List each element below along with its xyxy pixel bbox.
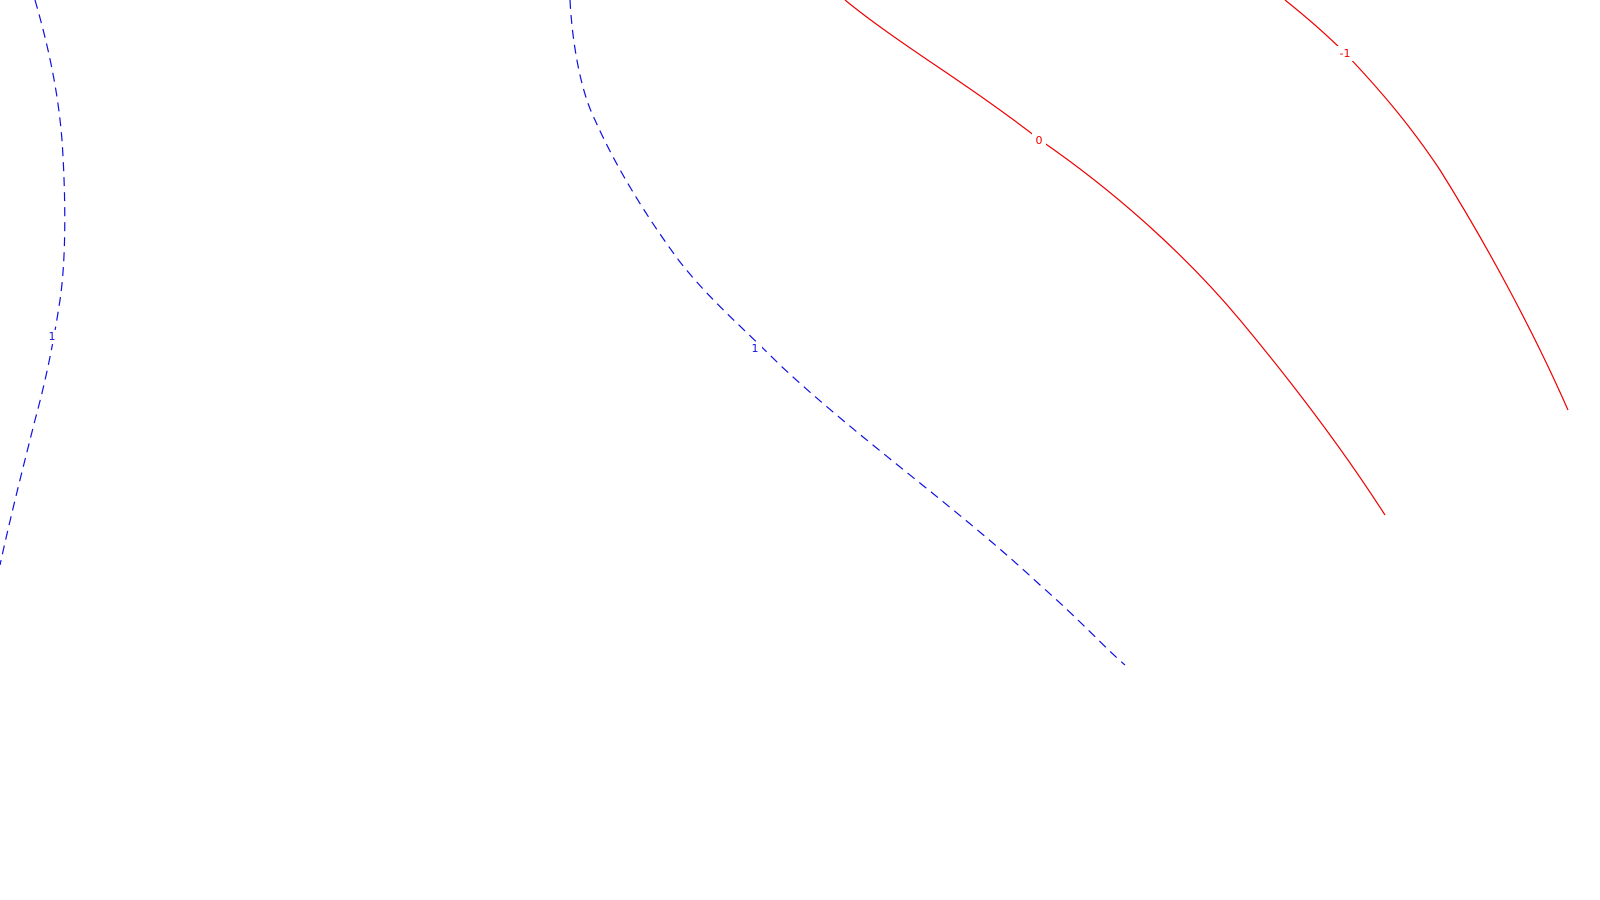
contour-label-red-right: -1: [1340, 47, 1351, 60]
contour-line-blue-left: [0, 0, 66, 566]
contour-line-red-mid: [844, 0, 1386, 516]
contour-label-bg: [1335, 46, 1355, 61]
contour-line-blue-mid: [569, 0, 1126, 666]
contour-label-blue-mid: 1: [752, 342, 759, 355]
contour-label-bg: [748, 342, 762, 356]
contour-label-bg: [1032, 133, 1046, 148]
contour-label-red-mid: 0: [1036, 134, 1043, 147]
contour-label-bg: [46, 330, 58, 344]
contour-label-blue-left: 1: [49, 330, 56, 343]
contour-line-red-right: [1284, 0, 1569, 411]
